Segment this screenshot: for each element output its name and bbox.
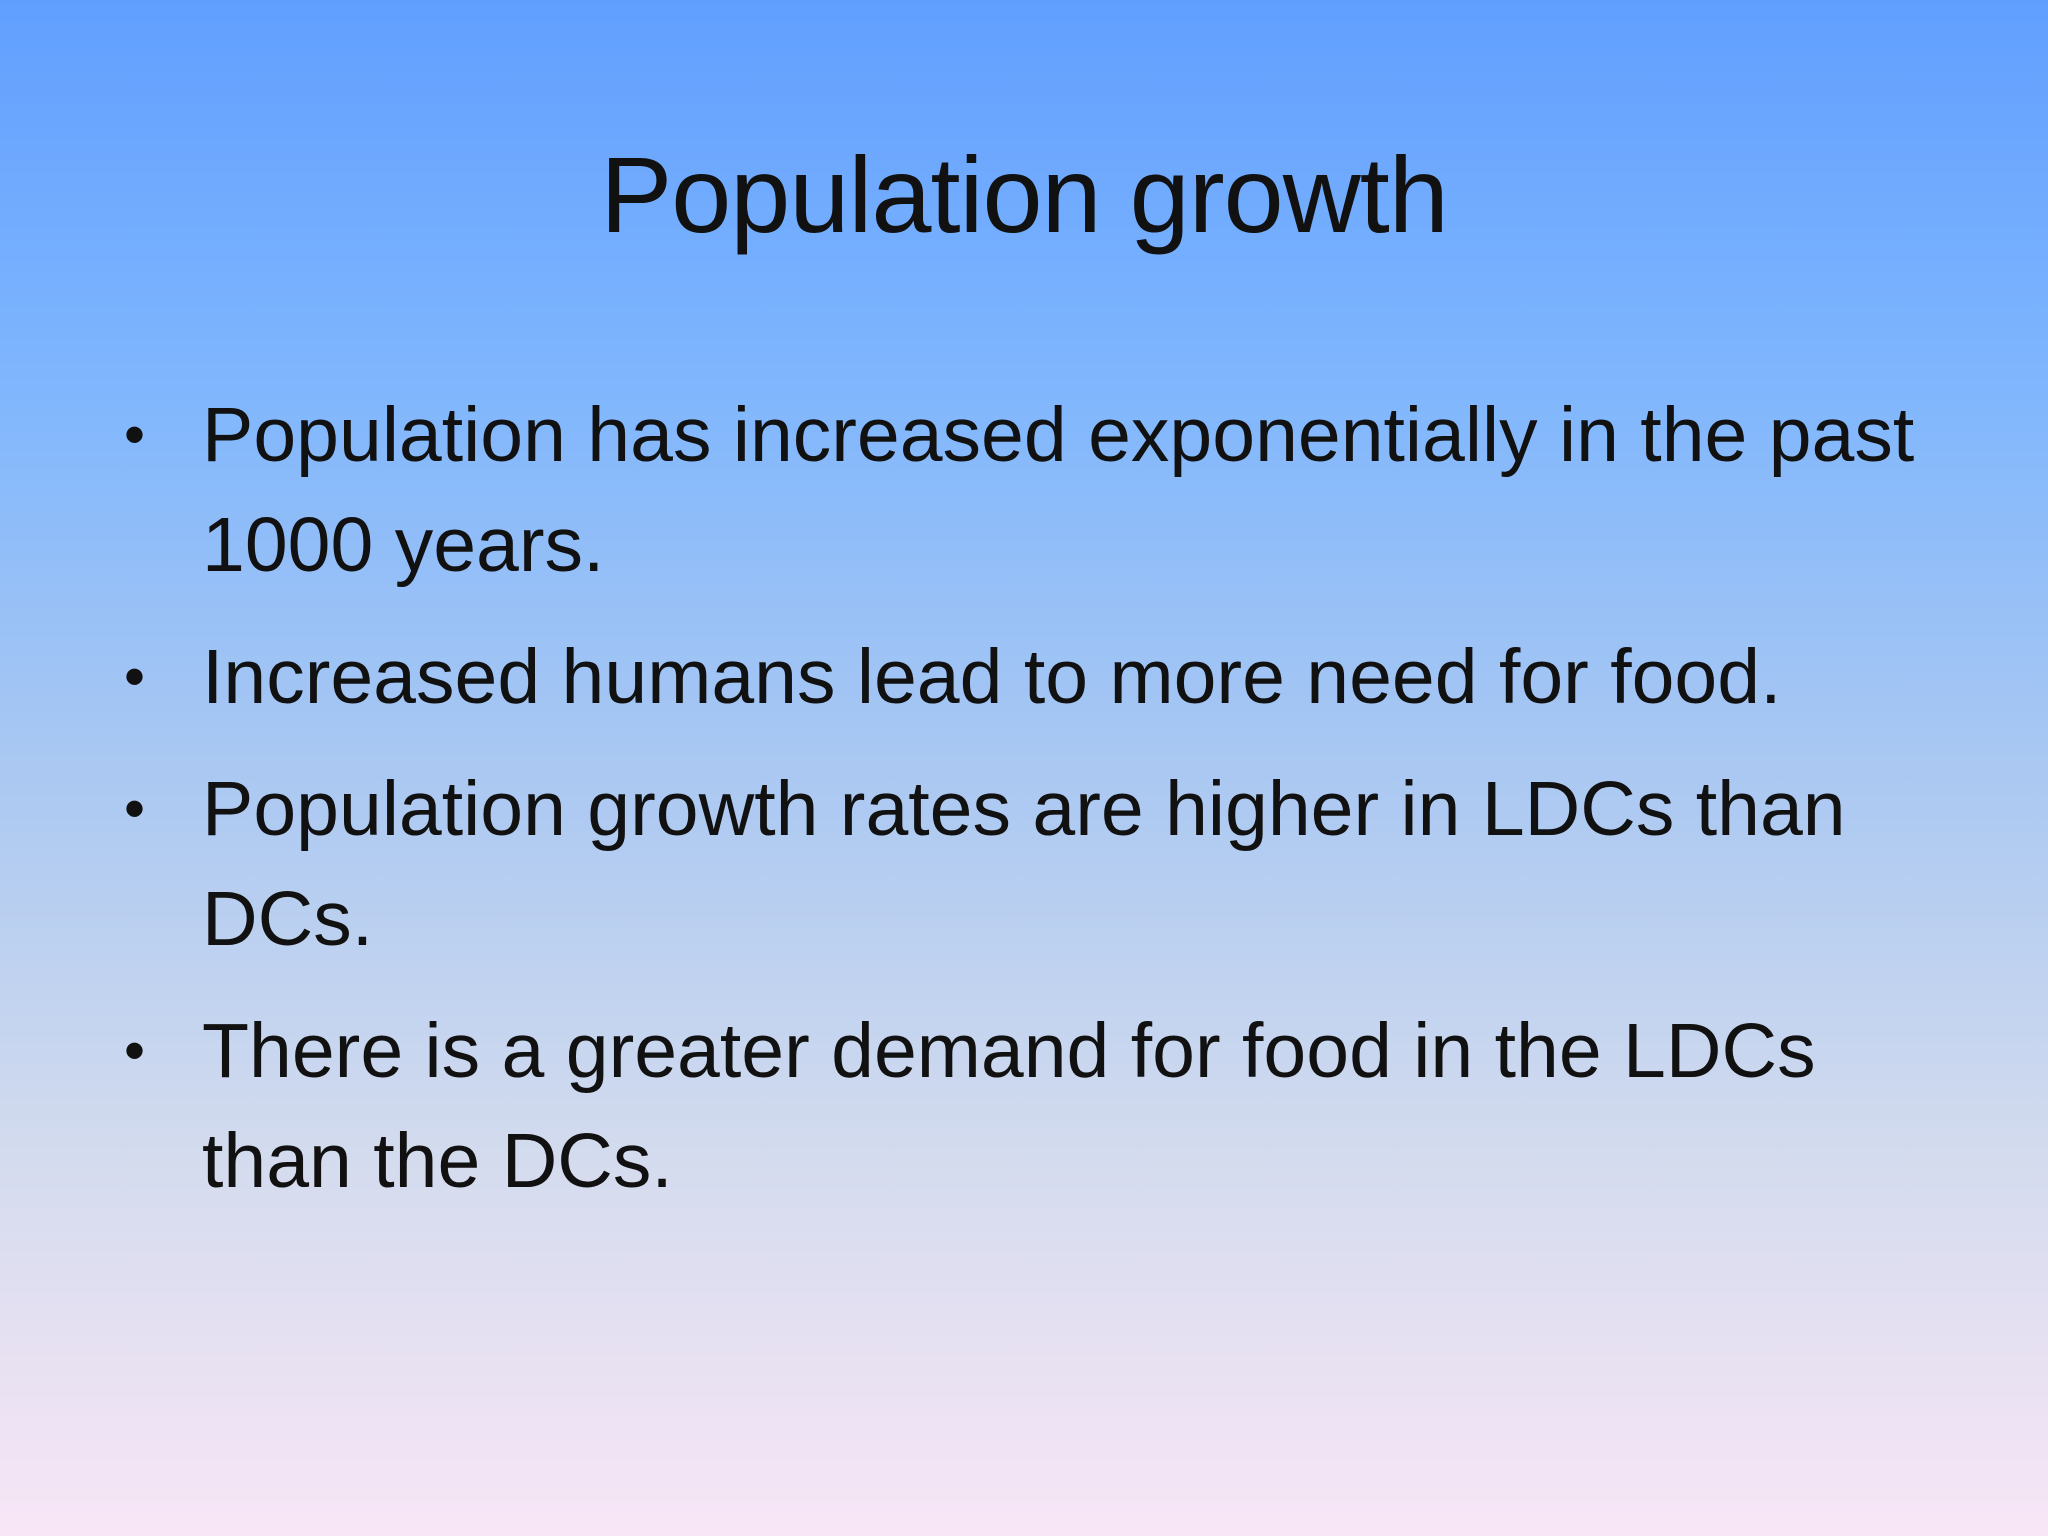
bullet-text: Increased humans lead to more need for f… [202, 634, 1782, 720]
bullet-dot-icon: • [124, 643, 146, 710]
bullet-text: There is a greater demand for food in th… [202, 1008, 1816, 1204]
slide-title: Population growth [600, 134, 1449, 255]
bullet-item: • Population has increased exponentially… [120, 380, 1940, 600]
bullet-text: Population has increased exponentially i… [202, 392, 1915, 588]
bullet-list: • Population has increased exponentially… [120, 380, 1940, 1238]
bullet-item: • Increased humans lead to more need for… [120, 622, 1940, 732]
bullet-dot-icon: • [124, 401, 146, 468]
bullet-item: • Population growth rates are higher in … [120, 754, 1940, 974]
bullet-dot-icon: • [124, 1017, 146, 1084]
bullet-item: • There is a greater demand for food in … [120, 996, 1940, 1216]
bullet-dot-icon: • [124, 775, 146, 842]
bullet-text: Population growth rates are higher in LD… [202, 766, 1846, 962]
